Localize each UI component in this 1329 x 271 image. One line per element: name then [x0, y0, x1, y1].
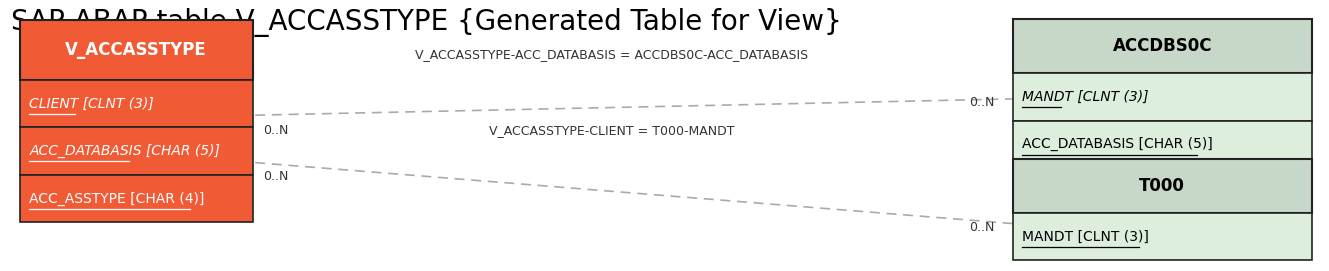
Text: 0..N: 0..N: [969, 221, 994, 234]
Text: ACC_DATABASIS [CHAR (5)]: ACC_DATABASIS [CHAR (5)]: [29, 144, 221, 158]
Text: V_ACCASSTYPE-ACC_DATABASIS = ACCDBS0C-ACC_DATABASIS: V_ACCASSTYPE-ACC_DATABASIS = ACCDBS0C-AC…: [415, 48, 808, 61]
Text: MANDT [CLNT (3)]: MANDT [CLNT (3)]: [1022, 90, 1148, 104]
FancyBboxPatch shape: [20, 127, 253, 175]
FancyBboxPatch shape: [1013, 121, 1312, 168]
FancyBboxPatch shape: [20, 175, 253, 222]
FancyBboxPatch shape: [1013, 213, 1312, 260]
Text: ACC_DATABASIS [CHAR (5)]: ACC_DATABASIS [CHAR (5)]: [1022, 137, 1213, 151]
Text: 0..N: 0..N: [263, 124, 288, 137]
Text: 0..N: 0..N: [263, 170, 288, 183]
FancyBboxPatch shape: [1013, 73, 1312, 121]
Text: MANDT [CLNT (3)]: MANDT [CLNT (3)]: [1022, 230, 1148, 243]
Text: ACC_ASSTYPE [CHAR (4)]: ACC_ASSTYPE [CHAR (4)]: [29, 191, 205, 206]
FancyBboxPatch shape: [20, 80, 253, 127]
Text: T000: T000: [1139, 177, 1185, 195]
Text: ACCDBS0C: ACCDBS0C: [1112, 37, 1212, 55]
Text: CLIENT [CLNT (3)]: CLIENT [CLNT (3)]: [29, 97, 154, 111]
Text: SAP ABAP table V_ACCASSTYPE {Generated Table for View}: SAP ABAP table V_ACCASSTYPE {Generated T…: [11, 8, 841, 37]
FancyBboxPatch shape: [1013, 19, 1312, 73]
Text: V_ACCASSTYPE: V_ACCASSTYPE: [65, 41, 207, 59]
FancyBboxPatch shape: [20, 20, 253, 80]
Text: V_ACCASSTYPE-CLIENT = T000-MANDT: V_ACCASSTYPE-CLIENT = T000-MANDT: [489, 124, 734, 137]
FancyBboxPatch shape: [1013, 159, 1312, 213]
Text: 0..N: 0..N: [969, 96, 994, 109]
